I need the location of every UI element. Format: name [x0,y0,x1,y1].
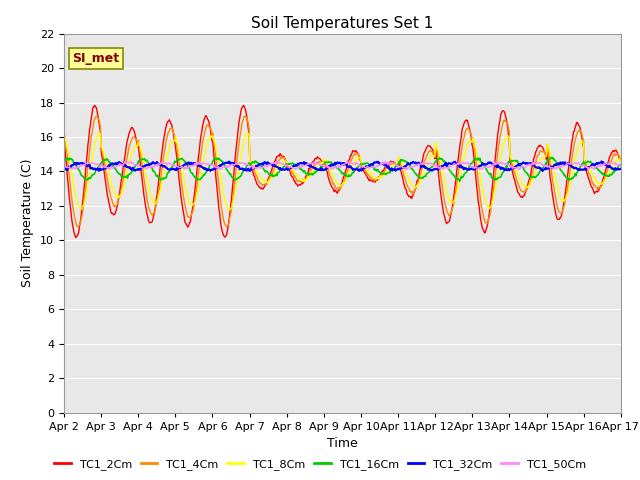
TC1_8Cm [244,130,252,136]
TC1_2Cm [60,136,68,142]
TC1_4Cm [412,185,419,191]
Legend: TC1_2Cm, TC1_4Cm, TC1_8Cm, TC1_16Cm, TC1_32Cm, TC1_50Cm: TC1_2Cm, TC1_4Cm, TC1_8Cm, TC1_16Cm, TC1… [49,455,591,474]
Line: TC1_2Cm: TC1_2Cm [64,106,621,238]
TC1_16Cm [426,165,434,171]
TC1_32Cm [598,158,605,164]
TC1_16Cm [617,162,625,168]
TC1_50Cm [70,165,78,171]
TC1_8Cm [70,185,78,191]
TC1_16Cm [410,169,418,175]
TC1_50Cm [343,158,351,164]
Line: TC1_50Cm: TC1_50Cm [64,161,621,169]
TC1_32Cm [60,165,68,171]
TC1_32Cm [184,160,192,166]
Title: Soil Temperatures Set 1: Soil Temperatures Set 1 [252,16,433,31]
TC1_4Cm [223,224,230,229]
TC1_50Cm [412,163,419,169]
TC1_2Cm [129,126,137,132]
TC1_32Cm [426,167,434,173]
TC1_8Cm [127,151,135,156]
TC1_4Cm [428,148,436,154]
TC1_50Cm [214,166,221,171]
TC1_8Cm [428,154,436,159]
TC1_16Cm [127,169,135,175]
Y-axis label: Soil Temperature (C): Soil Temperature (C) [22,159,35,288]
TC1_16Cm [70,161,78,167]
TC1_32Cm [410,159,418,165]
TC1_16Cm [214,156,221,162]
TC1_8Cm [214,153,221,158]
Line: TC1_16Cm: TC1_16Cm [64,157,621,181]
TC1_32Cm [70,161,78,167]
TC1_2Cm [617,157,625,163]
TC1_8Cm [412,185,419,191]
TC1_4Cm [617,156,625,162]
TC1_16Cm [184,164,192,169]
TC1_2Cm [72,235,79,240]
TC1_2Cm [215,206,223,212]
Line: TC1_32Cm: TC1_32Cm [64,161,621,171]
TC1_16Cm [548,155,556,160]
X-axis label: Time: Time [327,437,358,450]
TC1_50Cm [60,163,68,168]
Line: TC1_8Cm: TC1_8Cm [64,133,621,210]
TC1_8Cm [225,207,233,213]
TC1_16Cm [60,158,68,164]
TC1_50Cm [127,159,135,165]
TC1_2Cm [70,230,78,236]
TC1_8Cm [184,195,192,201]
TC1_50Cm [617,162,625,168]
TC1_8Cm [60,134,68,140]
TC1_2Cm [186,220,193,226]
TC1_4Cm [241,113,248,119]
TC1_50Cm [403,167,410,172]
TC1_32Cm [617,166,625,172]
TC1_32Cm [214,165,221,170]
TC1_4Cm [184,214,192,220]
TC1_4Cm [127,138,135,144]
TC1_50Cm [184,165,192,170]
TC1_4Cm [60,130,68,135]
Text: SI_met: SI_met [72,52,120,65]
TC1_2Cm [412,185,419,191]
TC1_50Cm [428,161,436,167]
TC1_8Cm [617,158,625,164]
TC1_16Cm [456,179,463,184]
TC1_4Cm [70,212,78,217]
TC1_2Cm [428,145,436,151]
Line: TC1_4Cm: TC1_4Cm [64,116,621,227]
TC1_32Cm [539,168,547,174]
TC1_32Cm [127,167,135,173]
TC1_4Cm [214,169,221,175]
TC1_2Cm [91,103,99,108]
